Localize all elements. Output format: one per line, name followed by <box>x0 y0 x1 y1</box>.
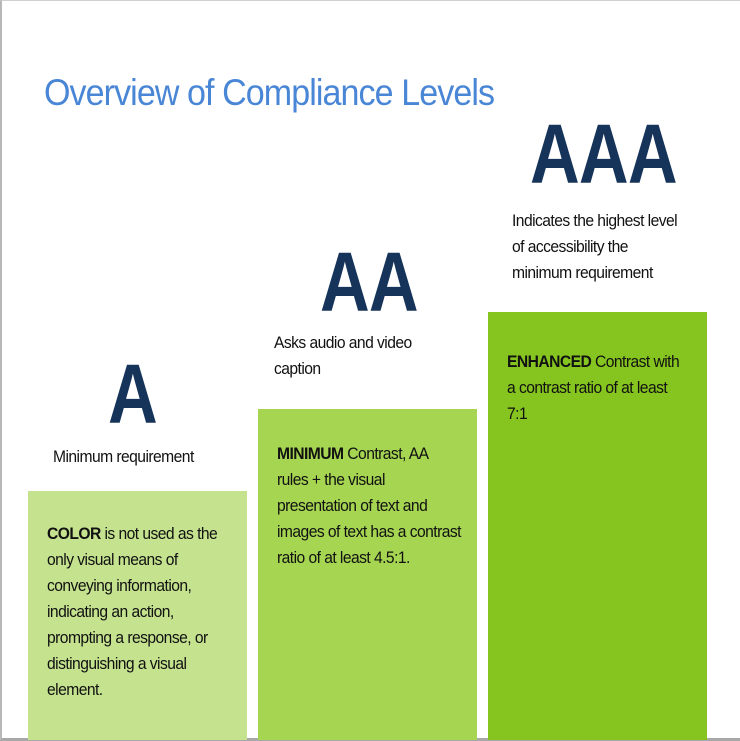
level-aa-description: MINIMUM Contrast, AA rules + the visual … <box>277 441 461 571</box>
level-a-description: COLOR is not used as the only visual mea… <box>47 521 231 703</box>
level-aaa-description: ENHANCED Contrast with a contrast ratio … <box>507 349 691 427</box>
level-a-box: COLOR is not used as the only visual mea… <box>28 491 247 740</box>
level-aaa-text: Contrast with a contrast ratio of at lea… <box>507 352 680 423</box>
level-a-keyword: COLOR <box>47 524 101 543</box>
level-aaa-caption: Indicates the highest level of accessibi… <box>512 211 678 282</box>
slide-title: Overview of Compliance Levels <box>44 72 495 113</box>
level-aa-box: MINIMUM Contrast, AA rules + the visual … <box>258 409 477 740</box>
level-a-label: A <box>108 347 158 441</box>
level-a-text: is not used as the only visual means of … <box>47 524 218 699</box>
level-aa-label: AA <box>320 235 419 329</box>
level-aa-keyword: MINIMUM <box>277 444 344 463</box>
level-aaa-box: ENHANCED Contrast with a contrast ratio … <box>488 312 707 740</box>
level-aaa-keyword: ENHANCED <box>507 352 592 371</box>
level-aaa-label: AAA <box>530 107 678 201</box>
level-aa-text: Contrast, AA rules + the visual presenta… <box>277 444 461 567</box>
level-aa-caption: Asks audio and video caption <box>274 333 412 378</box>
level-a-caption: Minimum requirement <box>53 447 194 466</box>
